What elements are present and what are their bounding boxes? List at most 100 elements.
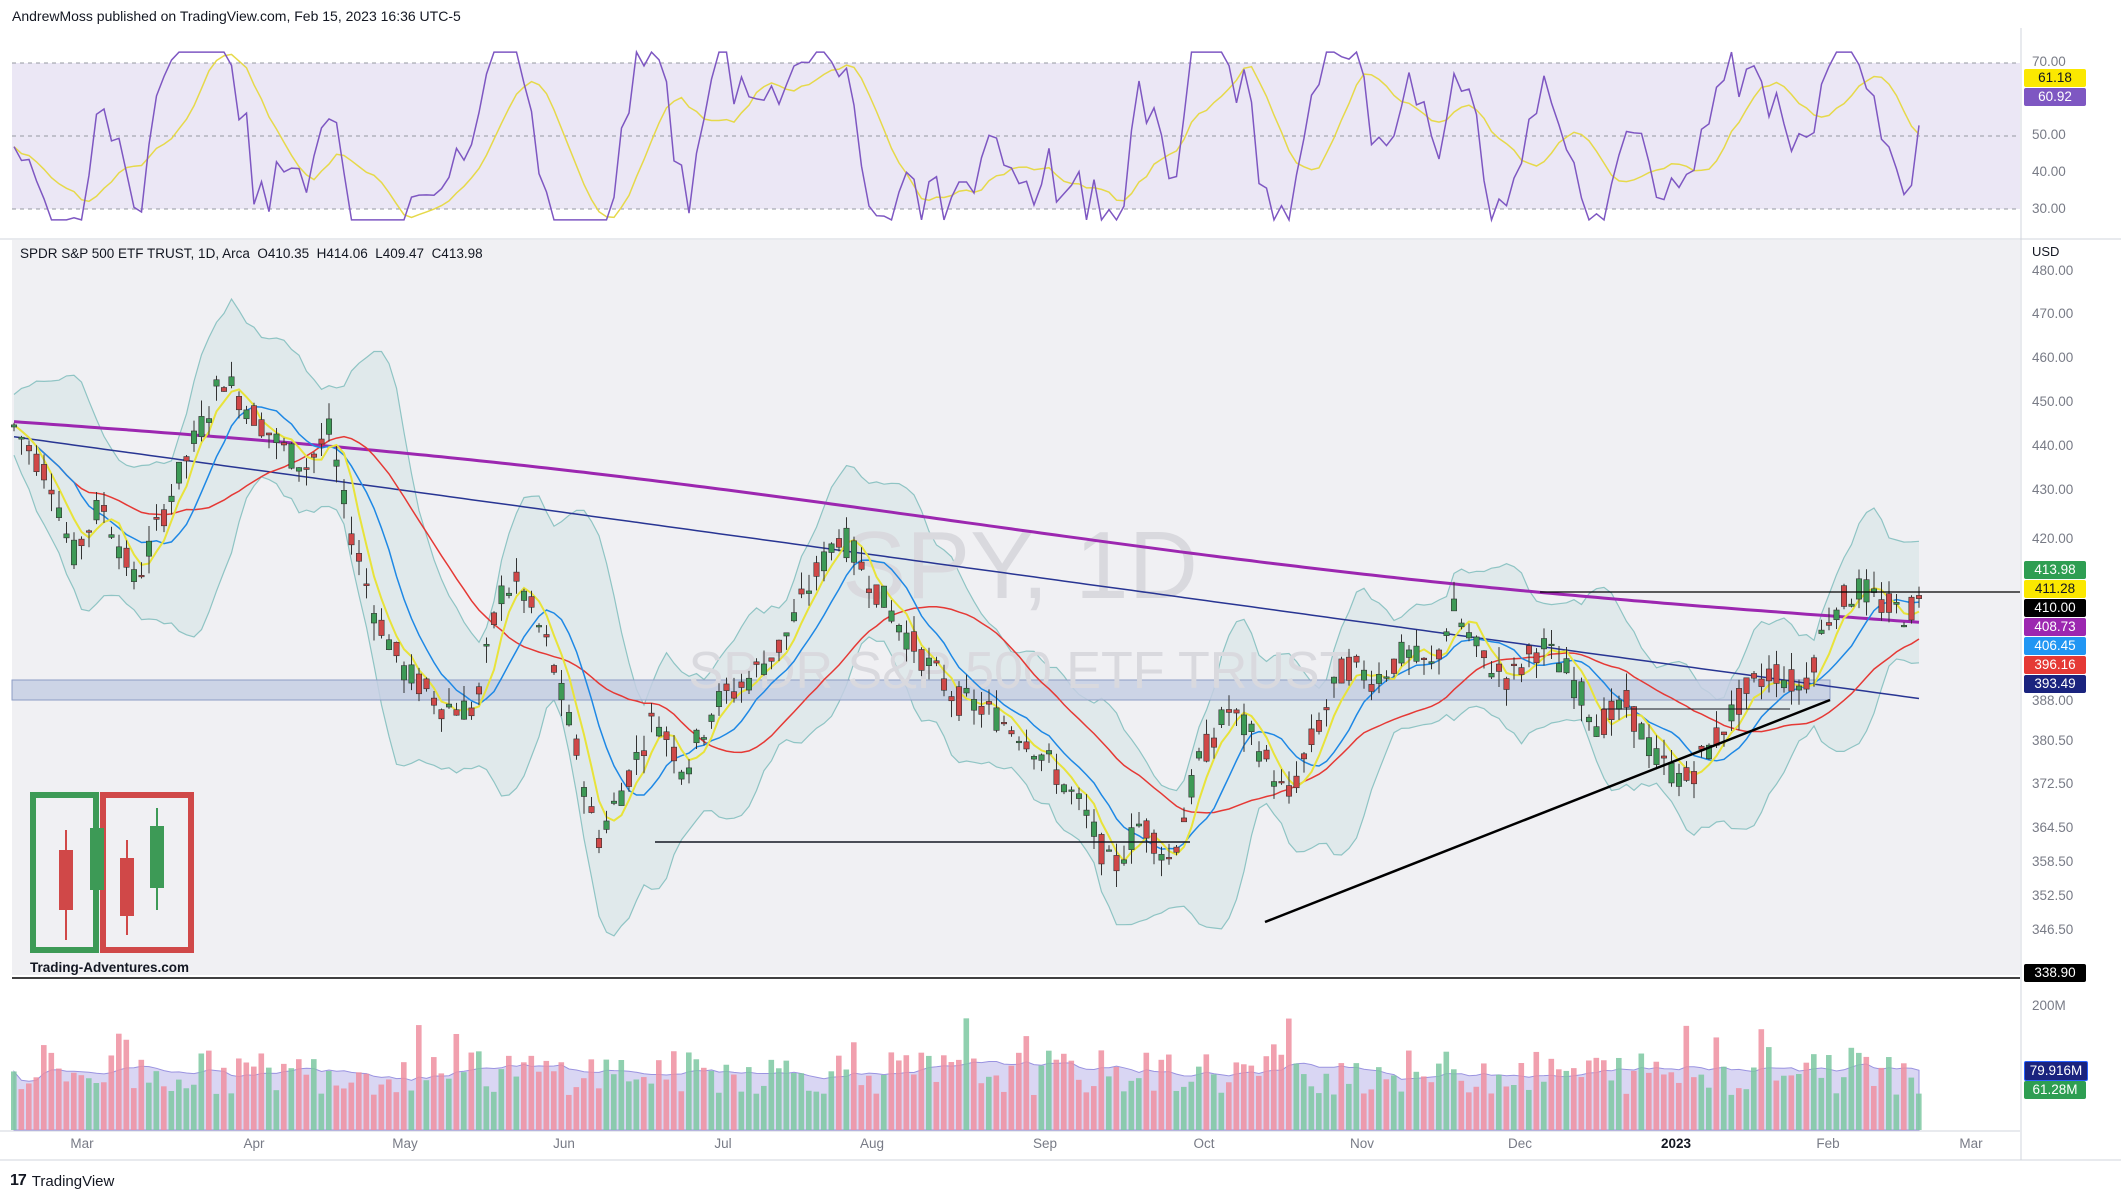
candle-body [168, 495, 175, 502]
volume-bar [1196, 1066, 1202, 1130]
candle-body [1113, 855, 1120, 872]
volume-bar [768, 1059, 775, 1130]
volume-bar [791, 1073, 797, 1130]
volume-bar [1368, 1089, 1375, 1130]
volume-bar [1331, 1094, 1337, 1130]
candle-body [1668, 762, 1675, 784]
price-tick: 352.50 [2032, 888, 2074, 903]
candle-body [11, 424, 18, 428]
volume-bar [1241, 1064, 1247, 1130]
volume-bar [918, 1052, 925, 1130]
candle-body [1053, 769, 1060, 785]
volume-bar [1721, 1066, 1727, 1130]
candle-body [40, 464, 47, 481]
volume-bar [1158, 1059, 1165, 1130]
candle-body [888, 610, 895, 622]
volume-bar [228, 1093, 235, 1130]
volume-bar [108, 1055, 115, 1130]
candle-body [490, 612, 497, 625]
volume-bar [56, 1068, 62, 1130]
volume-bar [483, 1086, 490, 1130]
volume-bar [1091, 1086, 1097, 1130]
volume-bar [603, 1059, 610, 1130]
rsi-ma-badge: 61.18 [2024, 69, 2086, 87]
candle-body [453, 709, 460, 716]
volume-bar [528, 1055, 535, 1130]
volume-bar [138, 1059, 145, 1130]
volume-bar [408, 1090, 415, 1130]
volume-bar [1556, 1069, 1562, 1130]
volume-bar [1766, 1047, 1772, 1130]
price-tick: 420.00 [2032, 531, 2074, 546]
volume-tick-200m: 200M [2032, 998, 2066, 1013]
volume-bar [378, 1084, 385, 1130]
volume-bar [851, 1042, 857, 1130]
candle-body [438, 709, 445, 720]
volume-bar [101, 1082, 107, 1130]
volume-bar [633, 1079, 640, 1130]
volume-bar [183, 1088, 190, 1130]
volume-bar [341, 1088, 347, 1130]
footer-brand[interactable]: 17 TradingView [10, 1172, 114, 1190]
volume-bar [266, 1067, 272, 1130]
candle-body [595, 838, 602, 848]
candle-body [1248, 723, 1255, 733]
volume-bar [1908, 1077, 1915, 1130]
sma50-line [13, 424, 1920, 814]
candle-body [1256, 751, 1263, 762]
volume-bar [116, 1033, 122, 1130]
volume-bar [371, 1094, 377, 1130]
candle-body [1728, 704, 1735, 722]
candle-body [1308, 728, 1315, 745]
volume-bar [1076, 1079, 1082, 1130]
price-tick: 440.00 [2032, 438, 2074, 453]
candle-body [243, 409, 250, 420]
volume-bar [686, 1052, 692, 1130]
volume-bar [1458, 1080, 1465, 1130]
candle-body [1893, 602, 1900, 605]
candle-body [1106, 849, 1113, 852]
candle-body [625, 770, 632, 787]
legend-low: L409.47 [375, 246, 425, 261]
volume-bar [1376, 1067, 1382, 1130]
volume-bar [161, 1086, 167, 1130]
volume-avg-badge: 79.916M [2024, 1061, 2088, 1081]
volume-bar [1893, 1094, 1900, 1130]
volume-bar [1428, 1082, 1435, 1130]
volume-bar [1653, 1061, 1660, 1130]
volume-bar [1586, 1060, 1592, 1130]
price-badge: 406.45 [2024, 637, 2086, 655]
candle-body [1451, 598, 1458, 612]
candle-body [1533, 652, 1540, 664]
volume-bar [1616, 1057, 1622, 1130]
candle-body [970, 699, 977, 711]
volume-bar [1188, 1081, 1195, 1130]
volume-bar [1788, 1075, 1795, 1130]
candle-body [1038, 754, 1045, 761]
candle-body [206, 418, 213, 423]
candle-body [1751, 673, 1758, 679]
candle-body [708, 714, 715, 722]
volume-bar [948, 1062, 955, 1130]
volume-bar [678, 1091, 685, 1130]
price-tick: 430.00 [2032, 482, 2074, 497]
candle-body [1346, 656, 1353, 681]
candle-body [1383, 676, 1390, 679]
candle-body [528, 596, 535, 608]
volume-bar [978, 1083, 985, 1130]
candle-body [1766, 668, 1773, 682]
candle-body [213, 379, 220, 387]
volume-bar [1676, 1082, 1682, 1130]
volume-bar [1571, 1068, 1577, 1130]
volume-bar [86, 1078, 92, 1130]
candle-body [1098, 834, 1105, 865]
candle-body [1466, 632, 1473, 639]
volume-bar [1316, 1093, 1322, 1130]
price-bottom-badge: 338.90 [2024, 964, 2086, 982]
candle-body [1128, 827, 1135, 850]
candle-body [1091, 821, 1098, 837]
candle-body [580, 787, 587, 797]
candle-body [138, 575, 145, 578]
volume-bar [1736, 1088, 1742, 1130]
